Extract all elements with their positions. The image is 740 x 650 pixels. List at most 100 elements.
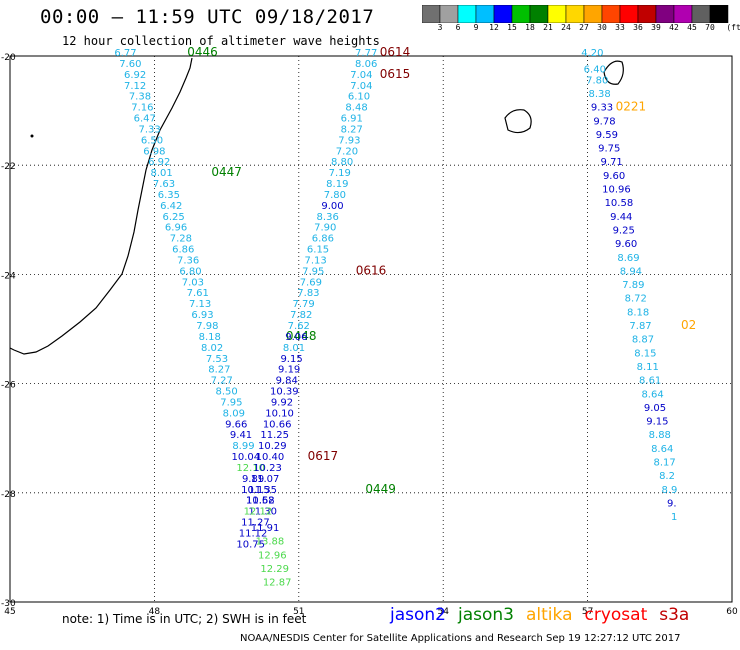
wave-height-value: 9. [667,498,677,509]
wave-height-value: 10.29 [258,441,287,452]
colorbar-label: 21 [543,23,553,32]
wave-height-value: 7.95 [220,397,242,408]
mauritius-island [603,60,624,85]
wave-height-value: 7.12 [124,81,146,92]
wave-height-value: 8.11 [637,362,659,373]
wave-height-value: 8.01 [150,168,172,179]
wave-height-value: 8.18 [199,332,221,343]
wave-height-value: 9.15 [646,417,668,428]
wave-height-value: 10.15 [241,485,270,496]
wave-height-value: 9.66 [225,419,247,430]
colorbar-swatch [709,5,729,23]
colorbar [422,5,729,23]
satellite-legend: jason2 jason3 altika cryosat s3a [390,605,701,625]
lon-tick-label: 45 [4,607,15,617]
colorbar-label: 24 [561,23,571,32]
wave-height-value: 10.62 [246,496,275,507]
wave-height-value: 8.17 [653,458,675,469]
wave-height-value: 7.98 [196,321,218,332]
wave-height-value: 8.50 [215,387,237,398]
wave-height-value: 7.60 [119,59,141,70]
legend-jason2: jason2 [390,605,446,625]
wave-height-value: 7.13 [189,299,211,310]
wave-height-value: 7.20 [336,146,358,157]
lon-tick-label: 60 [726,607,738,617]
colorbar-label: 30 [597,23,607,32]
wave-height-value: 6.93 [191,310,213,321]
wave-height-value: 9.71 [601,157,623,168]
wave-height-value: 6.40 [584,64,606,75]
wave-height-value: 8.48 [345,103,367,114]
wave-height-value: 8.94 [620,266,642,277]
wave-height-value: 11.30 [248,507,277,518]
wave-height-value: 6.91 [341,114,363,125]
wave-height-value: 6.98 [143,146,165,157]
wave-height-value: 11.07 [251,474,280,485]
footer-credit: NOAA/NESDIS Center for Satellite Applica… [240,633,681,644]
map-title: 00:00 – 11:59 UTC 09/18/2017 [40,6,375,28]
colorbar-label: 3 [437,23,443,32]
wave-height-value: 7.19 [329,168,351,179]
colorbar-unit: (ft) [726,23,740,32]
wave-height-value: 8.64 [641,389,663,400]
wave-height-value: 9.05 [644,403,666,414]
wave-height-value: 6.35 [158,190,180,201]
lat-tick-label: -20 [1,53,16,63]
wave-height-value: 7.95 [302,266,324,277]
wave-height-value: 7.80 [586,75,608,86]
wave-height-value: 8.2 [659,471,675,482]
note: note: 1) Time is in UTC; 2) SWH is in fe… [62,612,307,626]
wave-height-value: 8.72 [625,294,647,305]
wave-height-value: 7.90 [314,223,336,234]
wave-height-value: 7.28 [170,234,192,245]
wave-height-value: 8.15 [634,348,656,359]
wave-height-value: 10.39 [270,387,299,398]
wave-height-value: 9.84 [276,376,298,387]
wave-height-value: 9.41 [230,430,252,441]
colorbar-label: 27 [579,23,589,32]
wave-height-value: 10.66 [263,419,292,430]
wave-height-value: 7.53 [206,354,228,365]
wave-height-value: 7.83 [297,288,319,299]
wave-height-value: 10.23 [253,463,282,474]
lat-tick-label: -30 [1,599,16,609]
wave-height-value: 11.12 [239,528,268,539]
wave-height-value: 7.04 [350,70,372,81]
wave-height-value: 6.47 [134,114,156,125]
wave-height-value: 7.13 [305,255,327,266]
map-frame [9,55,733,603]
wave-height-value: 6.77 [114,48,136,59]
island-dot [30,134,34,138]
wave-height-value: 8.27 [208,365,230,376]
colorbar-label: 15 [507,23,517,32]
lat-tick-label: -26 [1,381,16,391]
wave-height-value: 9.59 [596,130,618,141]
wave-height-value: 11.27 [241,518,270,529]
wave-height-value: 7.16 [131,103,153,114]
wave-height-value: 12.12 [244,507,273,518]
wave-height-value: 6.10 [348,92,370,103]
wave-height-value: 9.75 [598,144,620,155]
wave-height-value: 8.19 [326,179,348,190]
colorbar-label: 12 [489,23,499,32]
wave-height-value: 12.87 [263,578,292,589]
wave-height-value: 10.75 [236,539,265,550]
lon-tick-label: 48 [149,607,161,617]
wave-height-value: 1 [671,512,677,523]
wave-height-value: 8.09 [223,408,245,419]
wave-height-value: 7.33 [138,124,160,135]
wave-height-value: 8.61 [639,376,661,387]
wave-height-value: 7.79 [292,299,314,310]
wave-height-value: 7.80 [324,190,346,201]
pass-time-label: 0448 [286,329,317,343]
lon-tick-label: 54 [437,607,449,617]
lat-tick-label: -28 [1,490,16,500]
colorbar-label: 33 [615,23,625,32]
wave-height-value: 11.25 [260,430,289,441]
wave-height-value: 6.92 [124,70,146,81]
wave-height-value: 8.18 [627,307,649,318]
wave-height-value: 9.33 [591,103,613,114]
wave-height-value: 7.87 [629,321,651,332]
wave-height-value: 7.69 [300,277,322,288]
wave-height-value: 9.00 [321,201,343,212]
